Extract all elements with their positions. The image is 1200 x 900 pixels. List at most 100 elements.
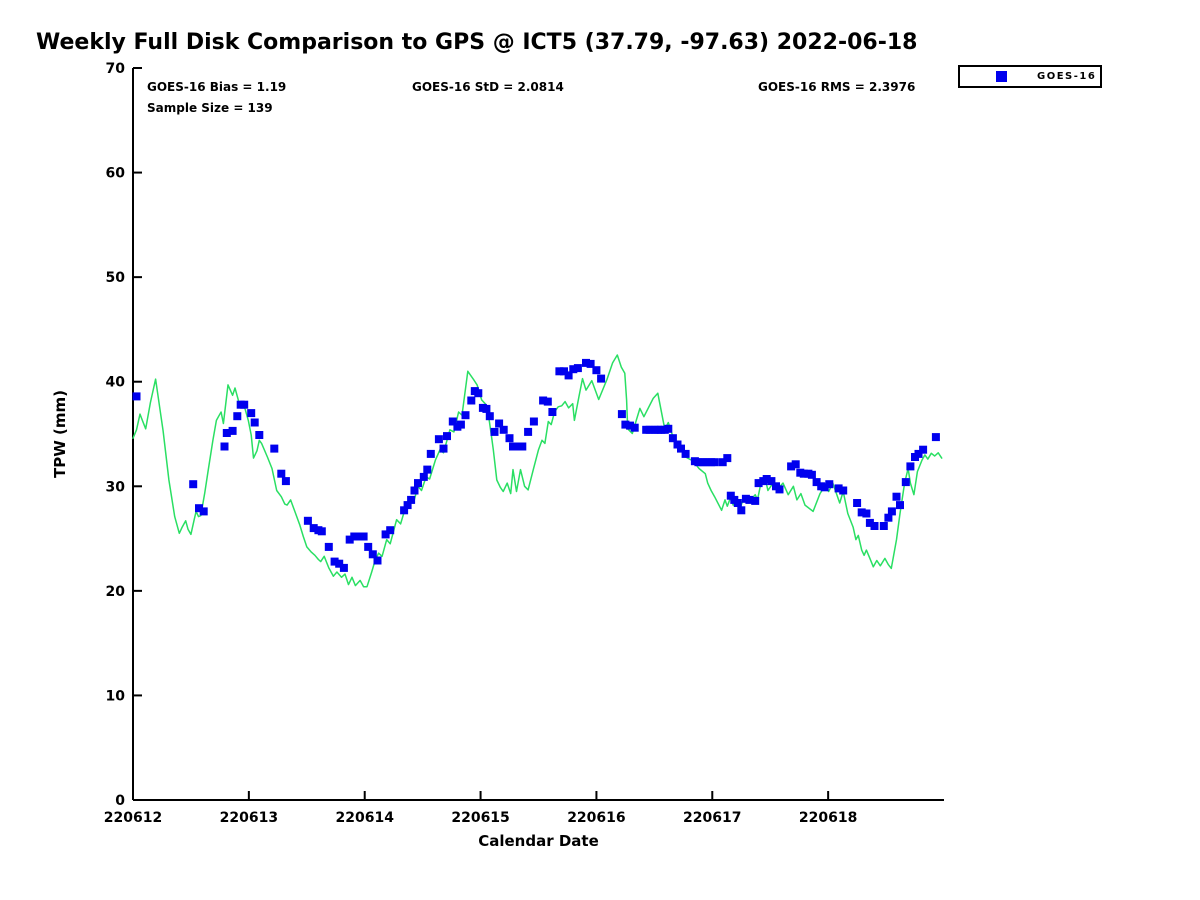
goes16-marker [461, 411, 470, 420]
goes16-marker [694, 458, 703, 467]
goes16-marker [448, 417, 457, 426]
x-tick-label: 220615 [451, 810, 509, 826]
x-tick-label: 220613 [220, 810, 278, 826]
legend-box: GOES-16 [958, 65, 1102, 88]
stat-sample-size: Sample Size = 139 [147, 101, 273, 115]
goes16-marker [677, 444, 685, 453]
goes16-marker [799, 469, 808, 478]
goes16-marker [426, 449, 435, 458]
goes16-marker [597, 374, 606, 383]
goes16-marker [518, 442, 527, 451]
y-tick-label: 30 [106, 479, 126, 495]
goes16-marker [474, 389, 483, 398]
goes16-marker [569, 365, 578, 374]
goes16-marker [495, 419, 504, 428]
goes16-marker [582, 358, 590, 367]
goes16-marker [931, 433, 940, 442]
x-tick-label: 220617 [683, 810, 741, 826]
goes16-marker [309, 524, 318, 533]
goes16-marker [434, 435, 443, 444]
y-axis-label: TPW (mm) [51, 390, 69, 478]
goes16-marker [723, 454, 732, 463]
goes16-marker [403, 501, 412, 510]
goes16-marker [482, 404, 491, 413]
goes16-marker [485, 412, 494, 421]
legend-label: GOES-16 [1037, 71, 1097, 82]
y-tick-label: 70 [106, 61, 126, 77]
goes16-marker [228, 426, 237, 435]
goes16-marker [220, 442, 229, 451]
goes16-marker [240, 400, 249, 409]
goes16-marker [381, 530, 390, 539]
goes16-marker [726, 491, 735, 500]
chart-title: Weekly Full Disk Comparison to GPS @ ICT… [36, 30, 918, 55]
goes16-marker [555, 367, 564, 376]
goes16-marker [621, 420, 630, 429]
goes16-marker [702, 458, 711, 467]
y-tick-label: 20 [106, 584, 126, 600]
goes16-marker [560, 367, 568, 376]
goes16-marker [892, 492, 901, 501]
goes16-marker [222, 429, 231, 437]
goes16-marker [767, 477, 776, 486]
goes16-marker [630, 423, 639, 432]
goes16-marker [710, 458, 719, 467]
goes16-marker [617, 410, 626, 419]
goes16-marker [853, 499, 862, 507]
goes16-marker [419, 472, 428, 481]
goes16-marker [887, 507, 896, 516]
x-tick-label: 220616 [567, 810, 625, 826]
goes16-marker [573, 364, 582, 373]
goes16-marker [681, 449, 690, 458]
goes16-marker [373, 556, 382, 565]
goes16-marker [906, 462, 915, 471]
goes16-marker [762, 475, 771, 483]
goes16-marker [499, 425, 508, 434]
goes16-marker [862, 509, 871, 518]
goes16-marker [645, 425, 654, 434]
goes16-marker [548, 408, 557, 416]
x-tick-label: 220618 [799, 810, 857, 826]
goes16-marker [509, 442, 517, 451]
goes16-marker [673, 440, 682, 449]
goes16-marker [439, 444, 448, 453]
goes16-marker [199, 507, 208, 516]
goes16-marker [543, 397, 552, 406]
goes16-marker [330, 557, 339, 566]
goes16-marker [524, 427, 533, 436]
goes16-marker [414, 479, 422, 488]
goes16-marker [513, 442, 522, 451]
goes16-marker [857, 508, 866, 517]
goes16-marker [914, 449, 923, 458]
goes16-marker [400, 506, 409, 515]
goes16-marker [339, 563, 348, 572]
y-tick-label: 60 [106, 166, 126, 182]
goes16-marker [529, 417, 538, 426]
goes16-marker [834, 484, 843, 493]
goes16-marker [423, 465, 432, 474]
goes16-marker [668, 434, 677, 443]
goes16-marker [586, 359, 595, 368]
goes16-marker [407, 495, 416, 504]
goes16-marker [303, 516, 312, 525]
goes16-marker [919, 445, 928, 454]
goes16-marker [195, 504, 203, 513]
goes16-marker [359, 532, 368, 541]
goes16-marker [456, 420, 465, 429]
x-tick-label: 220614 [335, 810, 394, 826]
goes16-marker [901, 478, 910, 487]
y-tick-label: 10 [106, 688, 126, 704]
goes16-marker [820, 483, 829, 492]
goes16-marker [718, 458, 727, 467]
goes16-marker [324, 542, 333, 551]
goes16-marker [879, 522, 888, 530]
goes16-marker [189, 480, 198, 489]
goes16-marker [410, 486, 419, 495]
goes16-marker [592, 366, 601, 375]
goes16-marker [386, 526, 395, 535]
goes16-marker [132, 392, 141, 401]
goes16-marker [564, 371, 573, 380]
goes16-marker-swatch-icon [996, 71, 1007, 82]
